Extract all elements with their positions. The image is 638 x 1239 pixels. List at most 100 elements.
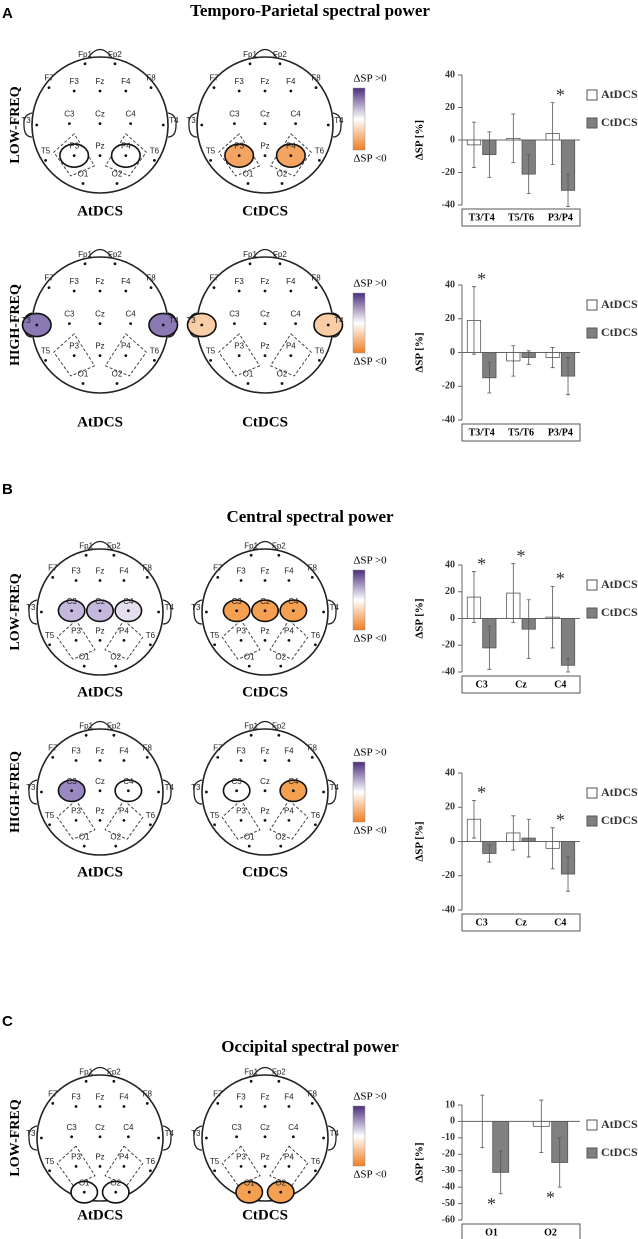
electrode-label: T4: [330, 603, 340, 612]
electrode-label: T6: [146, 1157, 156, 1166]
y-tick-label: -40: [442, 1181, 455, 1192]
scale-label: ΔSP <0: [353, 153, 387, 165]
electrode-label: Fp2: [273, 50, 287, 59]
y-tick-label: -40: [442, 199, 455, 210]
electrode: [209, 358, 213, 362]
electrode-label: F7: [48, 563, 58, 572]
legend-swatch: [586, 327, 598, 339]
electrode-label: T6: [311, 811, 321, 820]
significance-marker: *: [477, 783, 486, 803]
electrode: [263, 322, 267, 326]
error-bar: [487, 844, 492, 863]
electrode-label: C3: [229, 110, 240, 119]
nose: [252, 540, 278, 551]
electrode-label: Cz: [260, 310, 270, 319]
electrode: [213, 1169, 217, 1173]
electrode-label: F7: [213, 1089, 223, 1098]
electrode-label: F7: [213, 743, 223, 752]
electrode: [68, 322, 71, 326]
electrode: [74, 1105, 78, 1108]
electrode-label: P4: [119, 806, 129, 815]
bar-chart: -40 -20 0 20 40 ΔSP [%] C3 Cz C4 AtDCS CtDCS * *: [414, 767, 638, 932]
scale-label: ΔSP >0: [353, 278, 387, 290]
electrode: [145, 755, 149, 759]
electrode: [124, 154, 128, 158]
electrode-label: F4: [119, 747, 129, 756]
electrode: [237, 354, 241, 357]
electrode-label: Fz: [261, 567, 270, 576]
legend-label: AtDCS: [601, 297, 638, 311]
region-outline: [221, 799, 261, 840]
y-tick-label: -20: [442, 1149, 455, 1160]
electrode-label: C4: [123, 777, 134, 786]
electrode-label: T4: [165, 603, 175, 612]
electrode: [249, 553, 253, 557]
electrode-label: F3: [71, 567, 81, 576]
electrode-label: Cz: [260, 1123, 270, 1132]
electrode-label: F3: [69, 77, 79, 86]
electrode: [246, 382, 250, 385]
color-scale: [352, 1105, 366, 1167]
electrode: [112, 553, 116, 557]
electrode: [98, 154, 102, 158]
electrode: [318, 158, 321, 162]
electrode: [212, 286, 216, 289]
electrode: [145, 1101, 149, 1105]
electrode-label: T6: [150, 146, 160, 155]
electrode: [149, 286, 153, 289]
electrode: [263, 89, 267, 93]
region-outline: [56, 1145, 96, 1186]
electrode: [246, 182, 250, 185]
x-tick-label: O1: [485, 1227, 498, 1238]
electrode-label: Cz: [260, 777, 270, 786]
electrode: [263, 154, 267, 158]
electrode: [157, 790, 160, 794]
electrode-label: P3: [236, 1152, 246, 1161]
electrode-label: Fp2: [272, 721, 286, 730]
electrode: [126, 789, 130, 793]
electrode-label: P4: [284, 626, 294, 635]
electrode: [263, 289, 267, 293]
x-tick-label: Cz: [515, 679, 527, 690]
electrode-label: T6: [315, 146, 325, 155]
electrode-label: O2: [110, 1178, 121, 1187]
electrode-label: O2: [275, 652, 286, 661]
region-outline: [104, 333, 147, 377]
color-scale: [352, 761, 366, 823]
error-bar: [471, 800, 476, 839]
electrode-label: T6: [315, 346, 325, 355]
electrode: [263, 818, 267, 822]
electrode-label: T5: [206, 346, 216, 355]
electrode: [279, 664, 283, 668]
scale-label: ΔSP <0: [353, 356, 387, 368]
electrode: [98, 759, 102, 762]
electrode-label: F4: [121, 277, 131, 286]
region-outline: [56, 619, 96, 660]
scale-label: ΔSP <0: [353, 1169, 387, 1181]
electrode: [72, 289, 76, 293]
head-map: Fp1 Fp2 F7 F3 Fz F4 F8 T3 C3 Cz C4 T4 T5 P3 Pz P4 T6 O1 O2: [186, 248, 344, 394]
electrode: [209, 158, 213, 162]
electrode: [287, 1105, 291, 1108]
electrode: [200, 323, 204, 327]
electrode: [294, 122, 297, 126]
electrode-label: O1: [78, 370, 89, 379]
electrode: [98, 789, 102, 793]
electrode-label: T4: [334, 116, 344, 125]
electrode: [289, 354, 293, 357]
y-tick-label: 40: [445, 279, 455, 290]
y-tick-label: 40: [445, 767, 455, 778]
y-tick-label: 20: [445, 802, 455, 813]
electrode-label: Fz: [96, 747, 105, 756]
legend-swatch: [586, 1119, 598, 1131]
electrode: [278, 62, 282, 66]
row-label: LOW-FREQ: [8, 573, 23, 650]
electrode-label: O2: [110, 832, 121, 841]
electrode: [98, 1135, 102, 1139]
electrode-label: Cz: [95, 1123, 105, 1132]
electrode: [81, 182, 85, 185]
nose: [252, 1066, 278, 1077]
ear: [23, 112, 33, 138]
electrode-label: C3: [232, 1123, 243, 1132]
